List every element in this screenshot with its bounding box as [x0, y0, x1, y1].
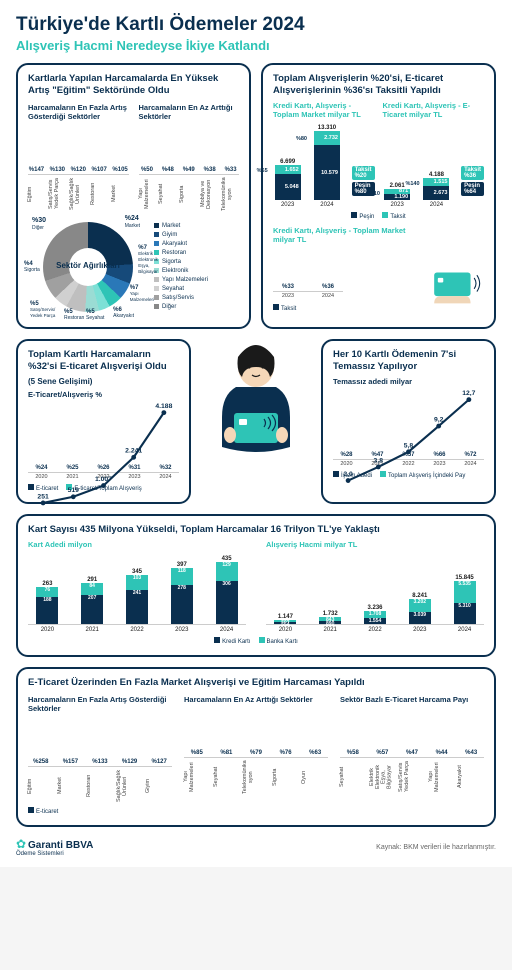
panel-card-volume: Kart Sayısı 435 Milyona Yükseldi, Toplam… — [16, 514, 496, 657]
source-text: Kaynak: BKM verileri ile hazırlanmıştır. — [376, 844, 496, 851]
panel-contactless: Her 10 Kartlı Ödemenin 7'si Temassız Yap… — [321, 339, 496, 505]
person-illustration — [201, 339, 311, 505]
card-hand-illustration — [428, 267, 484, 312]
logo-text: Garanti BBVA — [28, 840, 93, 851]
svg-text:251: 251 — [37, 493, 49, 500]
panel-ecommerce-sectors: E-Ticaret Üzerinden En Fazla Market Alış… — [16, 667, 496, 827]
panel-ecommerce-share: Toplam Kartlı Harcamaların %32'si E-tica… — [16, 339, 191, 505]
panel-sector-growth: Kartlarla Yapılan Harcamalarda En Yüksek… — [16, 63, 251, 329]
page-title: Türkiye'de Kartlı Ödemeler 2024 — [16, 14, 496, 36]
panel-installment-share: Toplam Alışverişlerin %20'si, E-ticaret … — [261, 63, 496, 329]
page-subtitle: Alışveriş Hacmi Neredeyse İkiye Katlandı — [16, 38, 496, 53]
